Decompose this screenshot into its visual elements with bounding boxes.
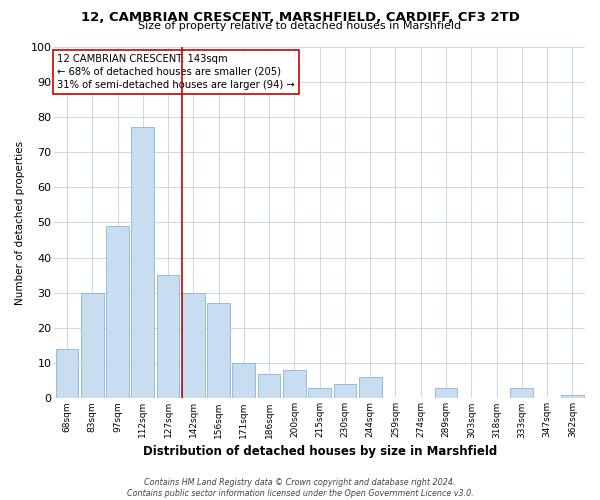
Bar	[359, 378, 382, 398]
Y-axis label: Number of detached properties: Number of detached properties	[15, 140, 25, 304]
Bar	[561, 395, 584, 398]
Bar	[334, 384, 356, 398]
Bar	[207, 304, 230, 398]
Bar	[157, 275, 179, 398]
Text: Size of property relative to detached houses in Marshfield: Size of property relative to detached ho…	[139, 21, 461, 31]
Text: Contains HM Land Registry data © Crown copyright and database right 2024.
Contai: Contains HM Land Registry data © Crown c…	[127, 478, 473, 498]
Bar	[232, 363, 255, 398]
Bar	[308, 388, 331, 398]
Bar	[258, 374, 280, 398]
Text: 12 CAMBRIAN CRESCENT: 143sqm
← 68% of detached houses are smaller (205)
31% of s: 12 CAMBRIAN CRESCENT: 143sqm ← 68% of de…	[57, 54, 295, 90]
Bar	[434, 388, 457, 398]
Text: 12, CAMBRIAN CRESCENT, MARSHFIELD, CARDIFF, CF3 2TD: 12, CAMBRIAN CRESCENT, MARSHFIELD, CARDI…	[80, 11, 520, 24]
Bar	[81, 293, 104, 399]
Bar	[182, 293, 205, 399]
Bar	[283, 370, 306, 398]
Bar	[131, 128, 154, 398]
Bar	[56, 349, 79, 399]
Bar	[511, 388, 533, 398]
X-axis label: Distribution of detached houses by size in Marshfield: Distribution of detached houses by size …	[143, 444, 497, 458]
Bar	[106, 226, 129, 398]
